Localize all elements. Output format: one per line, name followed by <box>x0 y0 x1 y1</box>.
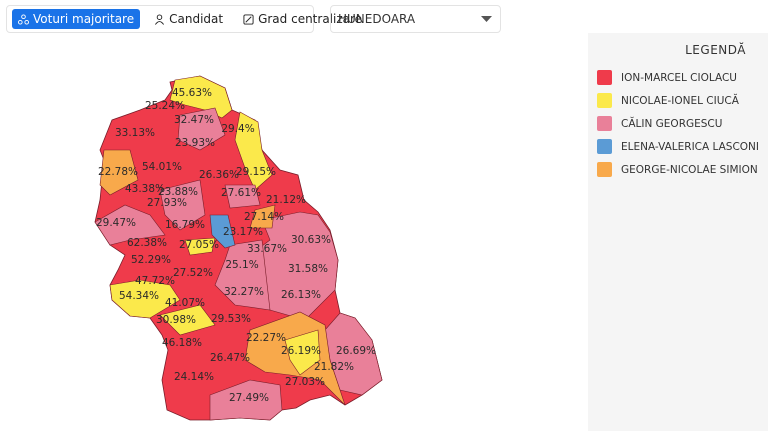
legend-label: NICOLAE-IONEL CIUCĂ <box>621 94 739 107</box>
locality-label: 23.93% <box>175 137 215 149</box>
locality-region <box>169 75 233 119</box>
legend-item[interactable]: ELENA-VALERICA LASCONI <box>597 139 759 154</box>
locality-region <box>184 237 216 256</box>
locality-label: 43.38% <box>125 183 165 195</box>
locality-label: 22.27% <box>246 332 286 344</box>
county-select[interactable]: HUNEDOARA <box>330 5 501 33</box>
locality-label: 32.47% <box>174 114 214 126</box>
locality-label: 16.79% <box>165 219 205 231</box>
locality-label: 52.29% <box>131 254 171 266</box>
locality-region <box>249 204 276 229</box>
locality-label: 32.27% <box>224 286 264 298</box>
legend-label: GEORGE-NICOLAE SIMION <box>621 163 758 176</box>
select-value: HUNEDOARA <box>338 12 416 26</box>
locality-label: 26.47% <box>210 352 250 364</box>
locality-label: 25.1% <box>225 259 258 271</box>
locality-label: 25.24% <box>145 100 185 112</box>
button-label: Grad centralizare <box>258 12 363 26</box>
locality-region <box>224 184 261 209</box>
locality-label: 33.67% <box>247 243 287 255</box>
locality-label: 31.58% <box>288 263 328 275</box>
legend-label: ELENA-VALERICA LASCONI <box>621 140 760 153</box>
locality-label: 46.18% <box>162 337 202 349</box>
legend-swatch <box>597 116 612 131</box>
locality-label: 54.34% <box>119 290 159 302</box>
locality-region <box>209 379 283 421</box>
legend-label: ION-MARCEL CIOLACU <box>621 71 737 84</box>
locality-region <box>99 149 139 196</box>
legend-title: LEGENDĂ <box>685 43 746 57</box>
map: 45.63%25.24% 32.47% 29.4% 33.13% 23.93% 26.36… <box>94 75 383 421</box>
locality-label: 29.53% <box>211 313 251 325</box>
locality-label: 29.47% <box>96 217 136 229</box>
locality-label: 26.13% <box>281 289 321 301</box>
locality-label: 30.98% <box>156 314 196 326</box>
locality-region <box>177 107 226 151</box>
icon <box>243 13 254 25</box>
icon <box>155 13 165 25</box>
locality-label: 54.01% <box>142 161 182 173</box>
locality-label: 27.61% <box>221 187 261 199</box>
locality-label: 26.69% <box>336 345 376 357</box>
locality-label: 29.15% <box>236 166 276 178</box>
locality-region <box>234 111 273 191</box>
locality-region <box>94 204 166 246</box>
legend-swatch <box>597 93 612 108</box>
locality-region <box>209 214 236 249</box>
toolbar: Voturi majoritare Candidat Grad centrali… <box>6 5 362 33</box>
legend: LEGENDĂ ION-MARCEL CIOLACU NICOLAE-IONEL … <box>588 33 768 431</box>
legend-swatch <box>597 70 612 85</box>
locality-label: 21.82% <box>314 361 354 373</box>
majority-button[interactable]: Voturi majoritare <box>12 9 141 29</box>
locality-label: 24.14% <box>174 371 214 383</box>
locality-region <box>214 239 271 311</box>
locality-label: 62.38% <box>127 237 167 249</box>
caret <box>481 16 492 22</box>
locality-label: 27.93% <box>147 197 187 209</box>
locality-label: 41.07% <box>165 297 205 309</box>
legend-item[interactable]: GEORGE-NICOLAE SIMION <box>597 162 758 177</box>
locality-label: 33.13% <box>115 127 155 139</box>
locality-label: 29.4% <box>221 123 254 135</box>
legend-swatch <box>597 139 612 154</box>
locality-label: 30.63% <box>291 234 331 246</box>
locality-region <box>109 279 181 319</box>
locality-region <box>284 329 321 376</box>
locality-label: 27.52% <box>173 267 213 279</box>
locality-label: 26.36% <box>199 169 239 181</box>
legend-item[interactable]: NICOLAE-IONEL CIUCĂ <box>597 93 739 108</box>
locality-label: 23.88% <box>158 186 198 198</box>
legend-item[interactable]: CĂLIN GEORGESCU <box>597 116 722 131</box>
centralization-button[interactable]: Grad centralizare <box>237 9 368 29</box>
locality-label: 26.19% <box>281 345 321 357</box>
legend-label: CĂLIN GEORGESCU <box>621 117 723 130</box>
button-label: Voturi majoritare <box>33 12 135 26</box>
locality-label: 22.78% <box>98 166 138 178</box>
locality-label: 27.05% <box>179 239 219 251</box>
locality-label: 23.17% <box>223 226 263 238</box>
locality-label: 27.49% <box>229 392 269 404</box>
locality-label: 21.12% <box>266 194 306 206</box>
icon <box>18 13 29 25</box>
legend-item[interactable]: ION-MARCEL CIOLACU <box>597 70 737 85</box>
candidate-button[interactable]: Candidat <box>148 9 229 29</box>
locality-label: 27.14% <box>244 211 284 223</box>
locality-label: 27.03% <box>285 376 325 388</box>
button-label: Candidat <box>169 12 224 26</box>
locality-label: 45.63% <box>172 87 212 99</box>
locality-label: 47.72% <box>135 275 175 287</box>
legend-swatch <box>597 162 612 177</box>
locality-region <box>159 179 206 231</box>
locality-region <box>159 304 216 336</box>
